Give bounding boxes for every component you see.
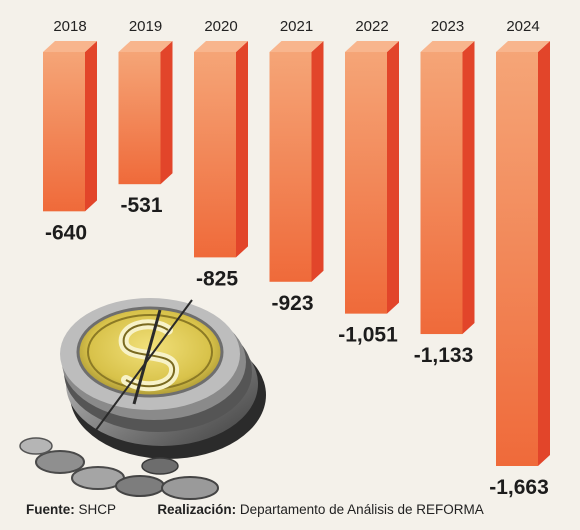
bar-2024 <box>496 41 550 466</box>
bar-2019 <box>118 41 173 185</box>
value-labels: -640 -531 -825 -923 -1,051 -1,133 -1,663 <box>45 194 549 499</box>
bars-group <box>43 41 550 466</box>
bar-2021 <box>269 41 324 282</box>
credit-label: Realización: <box>157 502 237 517</box>
year-label-2022: 2022 <box>355 18 388 35</box>
year-labels: 2018 2019 2020 2021 2022 2023 2024 <box>53 18 539 35</box>
year-label-2020: 2020 <box>204 18 237 35</box>
credit-value: Departamento de Análisis de REFORMA <box>239 502 484 517</box>
value-label-2018: -640 <box>45 221 87 244</box>
value-label-2021: -923 <box>271 292 313 315</box>
year-label-2021: 2021 <box>280 18 313 35</box>
source-label: Fuente: <box>26 502 75 517</box>
value-label-2019: -531 <box>120 194 162 217</box>
value-label-2024: -1,663 <box>489 476 549 499</box>
bar-2022 <box>345 41 399 314</box>
chart-footer: Fuente: SHCP Realización: Departamento d… <box>26 502 566 517</box>
bar-2020 <box>194 41 248 258</box>
coin-stack-dollar-icon <box>19 298 266 500</box>
value-label-2023: -1,133 <box>414 344 474 367</box>
year-label-2023: 2023 <box>431 18 464 35</box>
year-label-2024: 2024 <box>506 18 539 35</box>
year-label-2019: 2019 <box>129 18 162 35</box>
bar-2023 <box>420 41 475 335</box>
source-value: SHCP <box>78 502 116 517</box>
year-label-2018: 2018 <box>53 18 86 35</box>
value-label-2020: -825 <box>196 267 238 290</box>
value-label-2022: -1,051 <box>338 324 398 347</box>
bar-2018 <box>43 41 97 212</box>
